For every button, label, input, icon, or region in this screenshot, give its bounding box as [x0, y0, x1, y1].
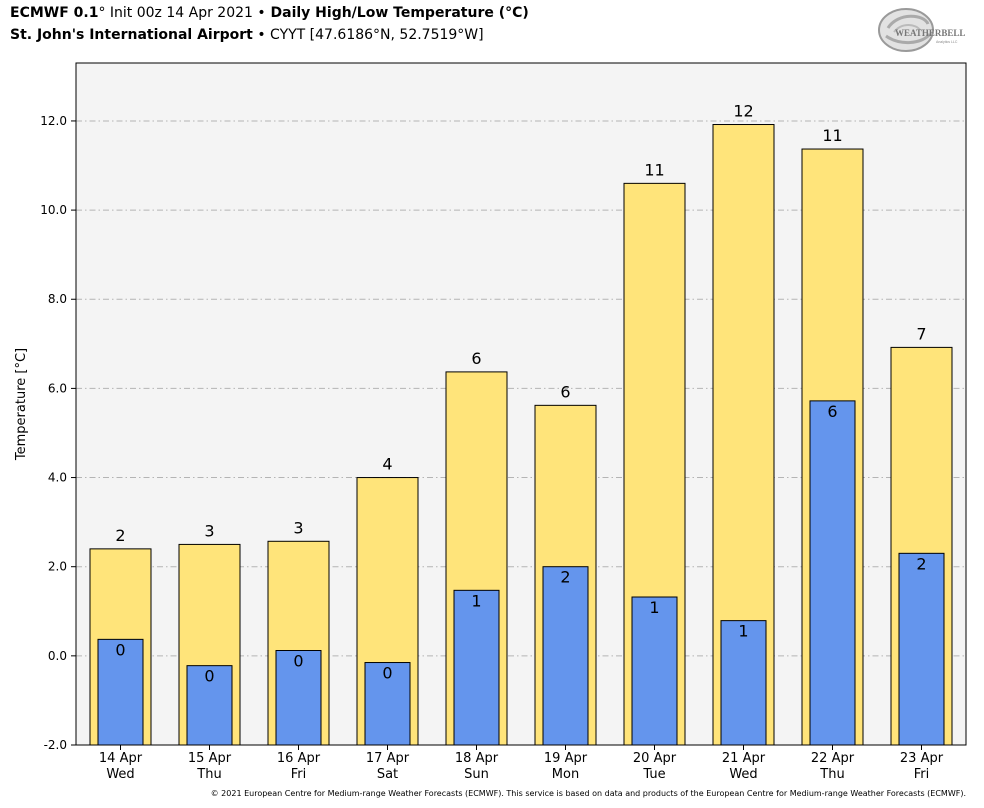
x-tick-weekday: Fri: [291, 767, 307, 782]
x-tick-weekday: Fri: [914, 767, 930, 782]
x-tick-weekday: Sun: [464, 767, 489, 782]
y-tick-label: 4.0: [48, 471, 67, 485]
plot-frame: [75, 62, 967, 746]
x-tick-weekday: Thu: [819, 767, 844, 782]
low-temp-bar: [453, 589, 500, 746]
y-tick-label: 2.0: [48, 560, 67, 574]
high-temp-label: 4: [382, 455, 392, 474]
low-temp-bar: [809, 400, 856, 746]
low-temp-bar: [97, 638, 144, 746]
low-temp-bar: [186, 665, 233, 746]
y-tick-label: -2.0: [44, 738, 67, 752]
x-tick-weekday: Wed: [106, 767, 134, 782]
high-temp-label: 3: [204, 521, 214, 540]
low-temp-bar: [275, 650, 322, 746]
high-temp-label: 6: [560, 382, 570, 401]
x-tick-weekday: Mon: [552, 767, 579, 782]
y-tick-label: 0.0: [48, 649, 67, 663]
station-id: CYYT [47.6186°N, 52.7519°W]: [270, 27, 484, 43]
low-temp-bar: [364, 662, 411, 746]
low-temp-bar: [898, 552, 945, 746]
high-temp-label: 12: [733, 102, 753, 121]
x-tick-date: 19 Apr: [544, 751, 588, 766]
chart-title-line-1: ECMWF 0.1° Init 00z 14 Apr 2021 • Daily …: [10, 5, 529, 21]
station-bullet: •: [252, 27, 271, 43]
low-temp-label: 1: [471, 591, 481, 610]
low-temp-label: 0: [204, 667, 214, 686]
high-temp-label: 11: [644, 160, 664, 179]
x-tick-date: 15 Apr: [188, 751, 232, 766]
low-temp-bar: [720, 620, 767, 746]
logo-text: WEATHERBELL: [895, 28, 965, 38]
degree-symbol: °: [98, 5, 106, 21]
station-name: St. John's International Airport: [10, 27, 253, 43]
high-temp-label: 3: [293, 518, 303, 537]
x-tick-weekday: Thu: [196, 767, 221, 782]
logo-subtext: Analytics LLC: [936, 40, 958, 44]
x-tick-date: 20 Apr: [633, 751, 677, 766]
y-axis-label: Temperature [°C]: [14, 348, 29, 461]
x-tick-date: 17 Apr: [366, 751, 410, 766]
low-temp-label: 0: [293, 652, 303, 671]
copyright-footer: © 2021 European Centre for Medium-range …: [210, 789, 966, 798]
x-tick-date: 18 Apr: [455, 751, 499, 766]
x-tick-date: 16 Apr: [277, 751, 321, 766]
x-tick-weekday: Tue: [642, 767, 665, 782]
x-tick-weekday: Sat: [377, 767, 398, 782]
low-temp-label: 0: [382, 664, 392, 683]
y-tick-label: 8.0: [48, 292, 67, 306]
x-tick-date: 14 Apr: [99, 751, 143, 766]
title-bullet: •: [257, 5, 266, 21]
low-temp-label: 1: [649, 598, 659, 617]
high-temp-label: 11: [822, 126, 842, 145]
x-tick-date: 21 Apr: [722, 751, 766, 766]
high-temp-label: 7: [916, 324, 926, 343]
weatherbell-logo: WEATHERBELL Analytics LLC: [878, 8, 965, 52]
low-temp-bar: [542, 566, 589, 746]
chart-title-line-2: St. John's International Airport • CYYT …: [10, 27, 484, 43]
x-tick-weekday: Wed: [729, 767, 757, 782]
x-tick-date: 22 Apr: [811, 751, 855, 766]
product-name: Daily High/Low Temperature (°C): [265, 5, 529, 21]
y-tick-label: 10.0: [40, 203, 67, 217]
low-temp-label: 6: [827, 402, 837, 421]
high-temp-label: 6: [471, 349, 481, 368]
init-time: Init 00z 14 Apr 2021: [105, 5, 258, 21]
x-tick-date: 23 Apr: [900, 751, 944, 766]
low-temp-label: 2: [916, 554, 926, 573]
high-temp-label: 2: [115, 526, 125, 545]
low-temp-bar: [631, 596, 678, 746]
low-temp-label: 0: [115, 640, 125, 659]
low-temp-label: 2: [560, 568, 570, 587]
y-tick-label: 6.0: [48, 381, 67, 395]
y-tick-label: 12.0: [40, 114, 67, 128]
model-name: ECMWF 0.1: [10, 5, 99, 21]
low-temp-label: 1: [738, 622, 748, 641]
